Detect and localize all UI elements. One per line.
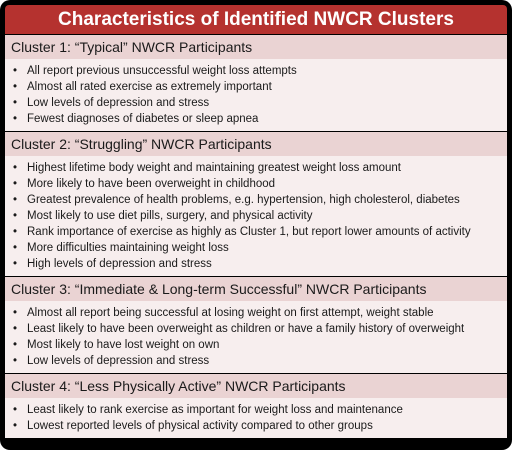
bullet-icon: • [13, 418, 27, 434]
bullet-icon: • [13, 63, 27, 79]
list-item: • Low levels of depression and stress [13, 95, 501, 111]
bullet-icon: • [13, 192, 27, 208]
bullet-icon: • [13, 111, 27, 127]
cluster-1-header: Cluster 1: “Typical” NWCR Participants [5, 34, 507, 59]
list-item: • Most likely to use diet pills, surgery,… [13, 208, 501, 224]
list-item: • More difficulties maintaining weight lo… [13, 240, 501, 256]
bullet-icon: • [13, 208, 27, 224]
list-item: • Almost all rated exercise as extremely … [13, 79, 501, 95]
list-item: • Highest lifetime body weight and mainta… [13, 160, 501, 176]
cluster-2-list: • Highest lifetime body weight and mainta… [5, 156, 507, 276]
list-item: • Almost all report being successful at l… [13, 305, 501, 321]
bullet-icon: • [13, 95, 27, 111]
cluster-4-header: Cluster 4: “Less Physically Active” NWCR… [5, 373, 507, 398]
list-item: • Greatest prevalence of health problems,… [13, 192, 501, 208]
bullet-icon: • [13, 256, 27, 272]
cluster-3-list: • Almost all report being successful at l… [5, 301, 507, 373]
bullet-icon: • [13, 224, 27, 240]
bullet-icon: • [13, 337, 27, 353]
list-item: • More likely to have been overweight in … [13, 176, 501, 192]
list-item: • High levels of depression and stress [13, 256, 501, 272]
list-item: • Least likely to have been overweight as… [13, 321, 501, 337]
list-item: • Lowest reported levels of physical acti… [13, 418, 501, 434]
list-item: • Rank importance of exercise as highly a… [13, 224, 501, 240]
list-item: • All report previous unsuccessful weight… [13, 63, 501, 79]
bullet-icon: • [13, 353, 27, 369]
bullet-icon: • [13, 321, 27, 337]
cluster-1-list: • All report previous unsuccessful weight… [5, 59, 507, 131]
list-item: • Least likely to rank exercise as import… [13, 402, 501, 418]
bullet-icon: • [13, 176, 27, 192]
page-title: Characteristics of Identified NWCR Clust… [5, 5, 507, 34]
bullet-icon: • [13, 402, 27, 418]
list-item: • Most likely to have lost weight on own [13, 337, 501, 353]
cluster-4-list: • Least likely to rank exercise as import… [5, 398, 507, 438]
cluster-2-header: Cluster 2: “Struggling” NWCR Participant… [5, 131, 507, 156]
bullet-icon: • [13, 160, 27, 176]
cluster-3-header: Cluster 3: “Immediate & Long-term Succes… [5, 276, 507, 301]
list-item: • Fewest diagnoses of diabetes or sleep a… [13, 111, 501, 127]
list-item: • Low levels of depression and stress [13, 353, 501, 369]
bullet-icon: • [13, 305, 27, 321]
bullet-icon: • [13, 79, 27, 95]
bullet-icon: • [13, 240, 27, 256]
